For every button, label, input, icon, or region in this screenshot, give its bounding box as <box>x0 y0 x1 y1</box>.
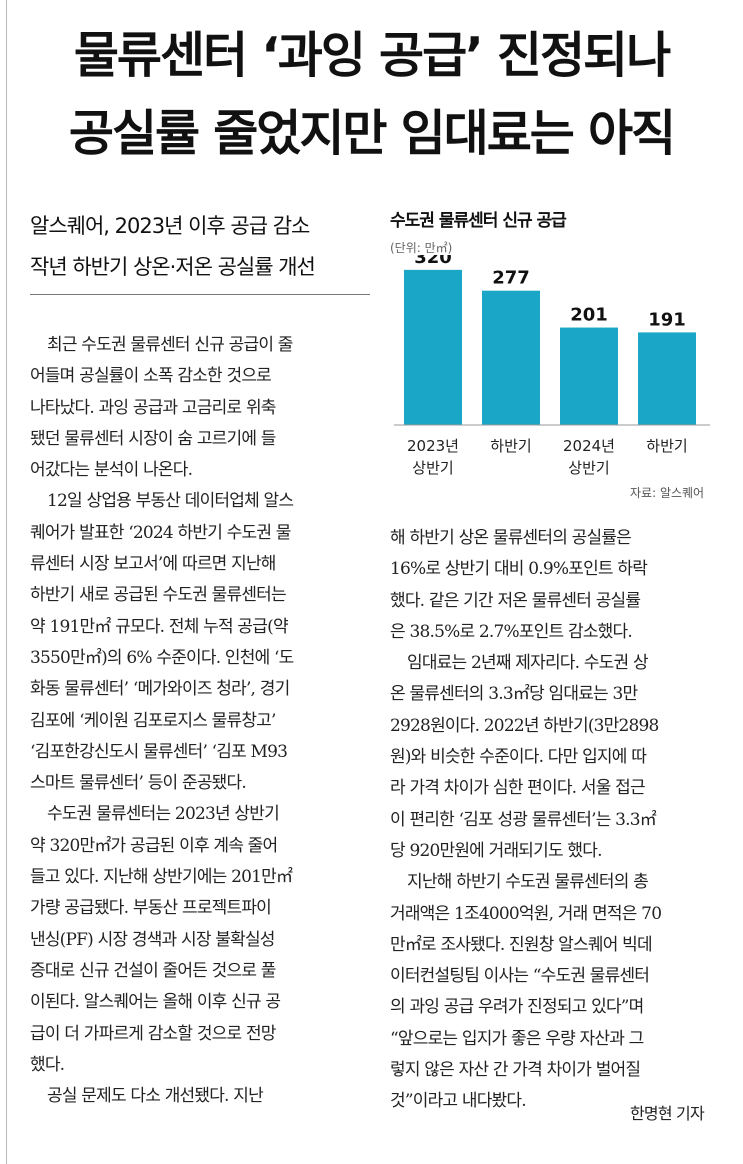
body-line: 했다. 같은 기간 저온 물류센터 공실률 <box>390 590 641 611</box>
body-line: 약 320만㎡가 공급된 이후 계속 줄어 <box>30 835 278 856</box>
body-line: 수도권 물류센터는 2023년 상반기 <box>47 804 280 825</box>
body-line: 지난해 하반기 수도권 물류센터의 총 <box>407 872 649 893</box>
body-line: 거래액은 1조4000억원, 거래 면적은 70 <box>390 903 662 924</box>
body-line: 은 38.5%로 2.7%포인트 감소했다. <box>390 621 633 642</box>
bar <box>482 290 540 425</box>
body-line: 화동 물류센터’ ‘메가와이즈 청라’, 경기 <box>30 679 290 700</box>
body-line: 낸싱(PF) 시장 경색과 시장 불확실성 <box>30 929 275 950</box>
body-line: 증대로 신규 건설이 줄어든 것으로 풀 <box>30 960 276 981</box>
headline-line-2: 공실률 줄었지만 임대료는 아직 <box>68 105 676 162</box>
body-column-right: 해 하반기 상온 물류센터의 공실률은 16%로 상반기 대비 0.9%포인트 하… <box>390 523 720 1118</box>
body-line: 임대료는 2년째 제자리다. 수도권 상 <box>407 653 649 674</box>
body-line: “앞으로는 입지가 좋은 우량 자산과 그 <box>390 1028 644 1049</box>
body-line: ‘김포한강신도시 물류센터’ ‘김포 M93 <box>30 741 288 762</box>
body-line: 이터컨설팅팀 이사는 “수도권 물류센터 <box>390 966 650 987</box>
chart-unit-label: (단위: 만㎡) <box>390 241 453 255</box>
subheadline-line-1: 알스퀘어, 2023년 이후 공급 감소 <box>30 214 310 238</box>
body-line: 온 물류센터의 3.3㎡당 임대료는 3만 <box>390 684 638 705</box>
bar-value-label: 277 <box>492 268 530 289</box>
headline-line-1: 물류센터 ‘과잉 공급’ 진정되나 <box>73 27 671 84</box>
subheadline-divider <box>30 294 370 295</box>
body-line: 어들며 공실률이 소폭 감소한 것으로 <box>30 366 272 387</box>
body-line: 16%로 상반기 대비 0.9%포인트 하락 <box>390 559 648 580</box>
bar <box>560 327 618 425</box>
body-line: 했다. <box>30 1054 65 1075</box>
body-line: 어갔다는 분석이 나온다. <box>30 460 193 481</box>
body-line: 들고 있다. 지난해 상반기에는 201만㎡ <box>30 867 293 888</box>
bar-value-label: 201 <box>570 305 608 326</box>
chart-title: 수도권 물류센터 신규 공급 <box>390 211 567 231</box>
body-line: 이 편리한 ‘김포 성광 물류센터’는 3.3㎡ <box>390 809 657 830</box>
body-line: 당 920만원에 거래되기도 했다. <box>390 840 603 861</box>
body-line: 됐던 물류센터 시장이 숨 고르기에 들 <box>30 428 276 449</box>
category-label: 상반기 <box>412 459 453 477</box>
body-line: 약 191만㎡ 규모다. 전체 누적 공급(약 <box>30 616 289 637</box>
body-line: 나타났다. 과잉 공급과 고금리로 위축 <box>30 397 276 418</box>
body-line: 12일 상업용 부동산 데이터업체 알스 <box>47 491 294 512</box>
byline: 한명현 기자 <box>630 1104 705 1123</box>
body-line: 라 가격 차이가 심한 편이다. 서울 접근 <box>390 778 646 799</box>
bar <box>404 269 462 425</box>
body-line: 렇지 않은 자산 간 가격 차이가 벌어질 <box>390 1060 641 1081</box>
page-edge-rule <box>6 0 7 1164</box>
category-label: 하반기 <box>646 437 687 455</box>
category-label: 하반기 <box>490 437 531 455</box>
body-line: 의 과잉 공급 우려가 진정되고 있다”며 <box>390 997 644 1018</box>
subheadline-line-2: 작년 하반기 상온·저온 공실률 개선 <box>30 255 316 279</box>
category-label: 2024년 <box>563 437 615 455</box>
body-line: 퀘어가 발표한 ‘2024 하반기 수도권 물 <box>30 522 291 543</box>
body-line: 스마트 물류센터’ 등이 준공됐다. <box>30 773 247 794</box>
category-label: 2023년 <box>407 437 459 455</box>
body-line: 2928원이다. 2022년 하반기(3만2898 <box>390 715 659 736</box>
body-line: 만㎡로 조사됐다. 진원창 알스퀘어 빅데 <box>390 934 653 955</box>
bar-value-label: 320 <box>414 255 452 268</box>
body-line: 급이 더 가파르게 감소할 것으로 전망 <box>30 1023 276 1044</box>
body-line: 김포에 ‘케이원 김포로지스 물류창고’ <box>30 710 276 731</box>
bar <box>638 332 696 425</box>
bar-value-label: 191 <box>648 309 686 330</box>
body-line: 하반기 새로 공급된 수도권 물류센터는 <box>30 585 287 606</box>
body-line: 최근 수도권 물류센터 신규 공급이 줄 <box>47 335 293 355</box>
body-line: 해 하반기 상온 물류센터의 공실률은 <box>390 528 632 548</box>
chart-source: 자료: 알스퀘어 <box>630 486 705 500</box>
body-line: 원)와 비슷한 수준이다. 다만 입지에 따 <box>390 747 647 768</box>
body-line: 공실 문제도 다소 개선됐다. 지난 <box>47 1086 264 1107</box>
body-line: 것”이라고 내다봤다. <box>390 1091 527 1112</box>
body-line: 3550만㎡)의 6% 수준이다. 인천에 ‘도 <box>30 647 294 668</box>
category-label: 상반기 <box>568 459 609 477</box>
body-line: 류센터 시장 보고서’에 따르면 지난해 <box>30 554 276 575</box>
body-line: 가량 공급됐다. 부동산 프로젝트파이 <box>30 898 272 919</box>
body-line: 이된다. 알스퀘어는 올해 이후 신규 공 <box>30 992 281 1013</box>
